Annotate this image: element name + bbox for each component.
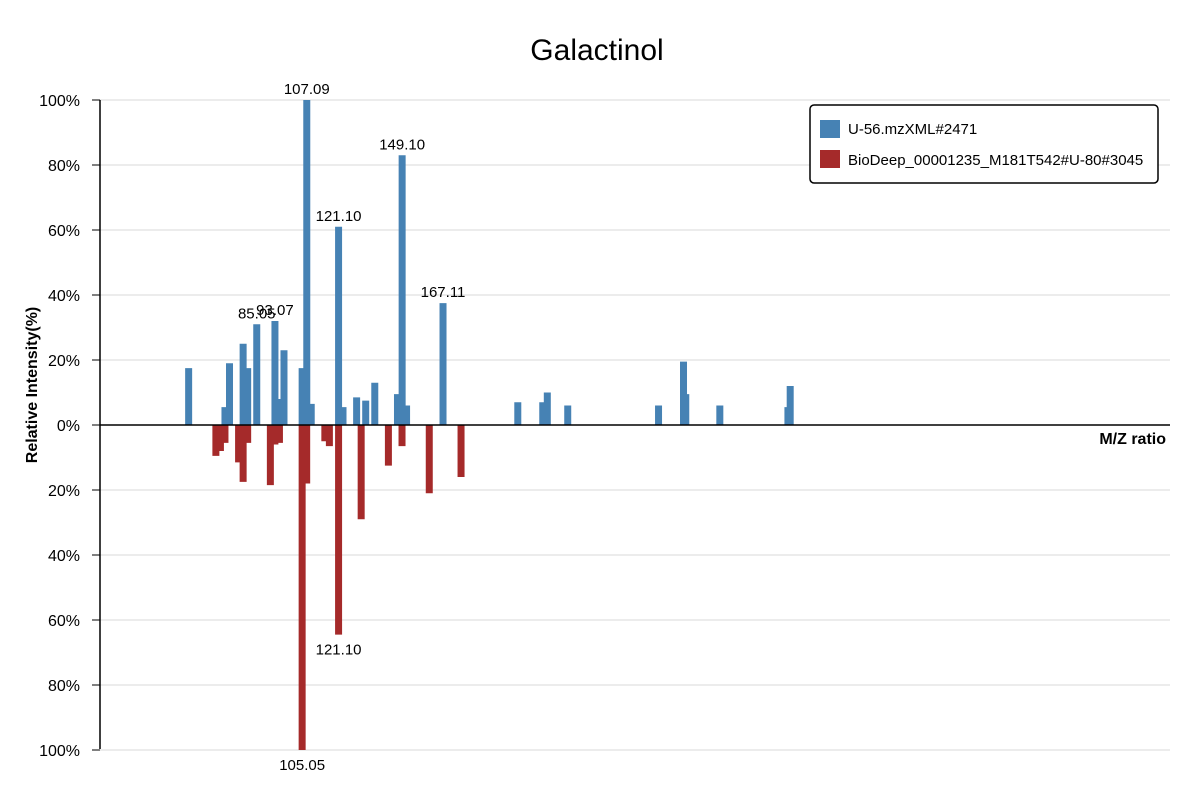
query-peak-label: 149.10: [379, 136, 425, 153]
reference-peak-bar: [235, 425, 243, 463]
y-tick-label: 80%: [48, 158, 80, 175]
query-peak-bar: [371, 382, 379, 425]
query-peak-bar: [253, 324, 261, 425]
y-tick-label: 60%: [48, 223, 80, 240]
query-peak-bar: [786, 386, 794, 425]
query-peak-bar: [275, 399, 283, 425]
y-tick-label: 40%: [48, 288, 80, 305]
y-tick-label: 100%: [39, 743, 80, 760]
query-peak-bar: [403, 405, 411, 425]
reference-peak-bar: [266, 425, 274, 486]
legend-label-query: U-56.mzXML#2471: [848, 121, 977, 138]
reference-peak-bar: [457, 425, 465, 477]
y-tick-label: 20%: [48, 353, 80, 370]
legend-swatch-reference: [820, 150, 840, 168]
reference-peak-bar: [221, 425, 229, 443]
query-peak-label: 85.05: [238, 305, 276, 322]
query-peak-bar: [303, 100, 311, 425]
reference-peak-bar: [325, 425, 333, 447]
query-peak-bar: [362, 400, 370, 425]
reference-peak-bar: [271, 425, 279, 445]
query-peak-label: 107.09: [284, 81, 330, 98]
query-peak-bar: [398, 155, 406, 425]
spectrum-bars: [185, 100, 794, 750]
x-axis-label: M/Z ratio: [1099, 431, 1166, 448]
reference-peak-bar: [216, 425, 224, 451]
legend-swatch-query: [820, 120, 840, 138]
query-peak-bar: [307, 403, 315, 425]
legend-label-reference: BioDeep_00001235_M181T542#U-80#3045: [848, 152, 1143, 169]
axes: [99, 100, 1170, 749]
legend: U-56.mzXML#2471 BioDeep_00001235_M181T54…: [809, 104, 1159, 184]
y-tick-label: 80%: [48, 678, 80, 695]
query-peak-bar: [564, 405, 572, 425]
y-tick-label: 40%: [48, 548, 80, 565]
grid-lines: [100, 99, 1170, 751]
legend-box: [809, 104, 1159, 184]
query-peak-label: 121.10: [316, 208, 362, 225]
query-peak-bar: [226, 363, 234, 425]
query-peak-bar: [298, 368, 306, 425]
query-peak-bar: [514, 402, 522, 425]
y-tick-label: 20%: [48, 483, 80, 500]
reference-peak-bar: [398, 425, 406, 447]
reference-peak-bar: [335, 425, 343, 635]
y-axis-label: Relative Intensity(%): [24, 307, 41, 463]
reference-peak-bar: [425, 425, 433, 494]
query-peak-bar: [682, 394, 690, 425]
query-peak-bar: [716, 405, 724, 425]
reference-peak-label: 105.05: [279, 757, 325, 774]
query-peak-bar: [393, 394, 401, 425]
y-tick-label: 60%: [48, 613, 80, 630]
query-peak-bar: [680, 361, 688, 425]
query-peak-label: 93.07: [256, 302, 294, 319]
y-tick-label: 100%: [39, 93, 80, 110]
reference-peak-bar: [384, 425, 392, 466]
reference-peak-bar: [212, 425, 220, 456]
query-peak-bar: [339, 407, 347, 425]
y-tick-labels: 100% 80% 60% 40% 20% 0% 20% 40% 60% 80% 100%: [39, 93, 100, 760]
query-peak-bar: [271, 321, 279, 425]
y-tick-label: 0%: [57, 418, 80, 435]
query-peak-bar: [221, 407, 229, 425]
query-peak-bar: [539, 402, 547, 425]
query-peak-bar: [655, 405, 663, 425]
query-peak-bar: [335, 226, 343, 425]
reference-peak-bar: [239, 425, 247, 482]
query-peak-bar: [239, 343, 247, 425]
reference-peak-bar: [298, 425, 306, 750]
query-peak-bar: [280, 350, 288, 425]
query-peak-bar: [543, 392, 551, 425]
query-peak-bar: [353, 397, 361, 425]
query-peak-bar: [439, 303, 447, 425]
chart-title: Galactinol: [530, 34, 663, 67]
reference-peak-bar: [357, 425, 365, 520]
query-peak-bar: [185, 368, 193, 425]
query-peak-bar: [244, 368, 252, 425]
reference-peak-bar: [244, 425, 252, 443]
reference-peak-bar: [275, 425, 283, 443]
reference-peak-label: 121.10: [316, 642, 362, 659]
reference-peak-bar: [321, 425, 329, 442]
query-peak-label: 167.11: [421, 284, 466, 301]
reference-peak-bar: [303, 425, 311, 484]
